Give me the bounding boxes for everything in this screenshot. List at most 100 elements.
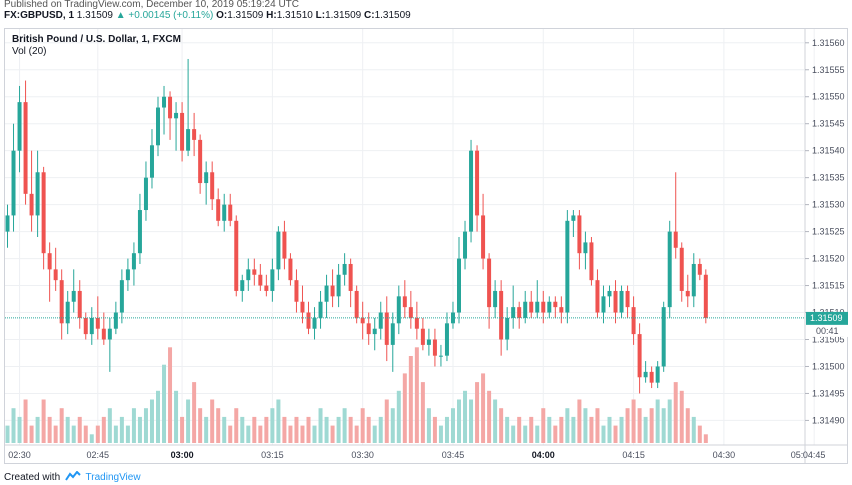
volume-bar [703, 434, 708, 443]
x-tick-label: 04:15 [622, 450, 645, 460]
candle-body [312, 317, 317, 329]
volume-bar [192, 382, 197, 443]
candle-body [41, 172, 46, 254]
volume-bar [559, 416, 564, 443]
y-tick-label: 1.31525 [812, 227, 845, 237]
volume-bar [583, 408, 588, 443]
candle-body [216, 199, 221, 221]
candle-body [691, 263, 696, 297]
candle-body [390, 323, 395, 345]
candle-body [529, 301, 534, 313]
time-axis: 02:30 02:45 03:00 03:15 03:30 03:45 04:00 04:15… [8, 450, 825, 460]
candle-body [505, 317, 510, 340]
volume-bar [438, 425, 443, 443]
volume-bar [553, 425, 558, 443]
volume-bar [420, 382, 425, 443]
volume-bar [168, 347, 173, 443]
candle-body [168, 96, 173, 119]
volume-bar [390, 408, 395, 443]
volume-bar [5, 425, 10, 443]
volume-bar [300, 425, 305, 443]
candle-body [276, 231, 281, 270]
close-label: C: [364, 10, 375, 21]
volume-indicator-label[interactable]: Vol (20) [12, 46, 47, 57]
candle-body [673, 231, 678, 248]
volume-bar [408, 356, 413, 443]
volume-bar [607, 416, 612, 443]
volume-bar [342, 408, 347, 443]
candle-body [493, 290, 498, 308]
candle-body [697, 263, 702, 275]
candle-body [137, 210, 142, 254]
volume-bar [77, 416, 82, 443]
candle-body [661, 307, 666, 367]
y-tick-label: 1.31540 [812, 146, 845, 156]
candle-body [384, 312, 389, 345]
y-tick-label: 1.31505 [812, 335, 845, 345]
volume-bar [547, 416, 552, 443]
candle-body [204, 172, 209, 184]
candle-body [619, 290, 624, 313]
volume-bar [210, 399, 215, 443]
volume-bar [336, 416, 341, 443]
candle-body [487, 258, 492, 308]
volume-bar [294, 416, 299, 443]
y-tick-label: 1.31515 [812, 281, 845, 291]
volume-bar [649, 408, 654, 443]
volume-bar [444, 416, 449, 443]
published-info: Published on TradingView.com, December 1… [4, 0, 299, 10]
candlesticks [5, 58, 708, 394]
volume-bar [685, 408, 690, 443]
y-tick-label: 1.31560 [812, 38, 845, 48]
close-value: 1.31509 [374, 10, 411, 21]
volume-bar [252, 416, 257, 443]
x-tick-label: 05: [791, 450, 804, 460]
symbol-label[interactable]: FX:GBPUSD, 1 [4, 10, 75, 21]
volume-bar [228, 425, 233, 443]
volume-bar [71, 425, 76, 443]
tradingview-brand[interactable]: TradingView [85, 472, 141, 483]
candle-body [228, 204, 233, 221]
x-tick-label: 03:30 [351, 450, 374, 460]
y-tick-label: 1.31555 [812, 65, 845, 75]
candle-body [300, 301, 305, 313]
candle-body [649, 371, 654, 383]
volume-bar [222, 416, 227, 443]
open-value: 1.31509 [227, 10, 264, 21]
y-tick-label: 1.31520 [812, 254, 845, 264]
candle-body [29, 193, 34, 216]
volume-bar [360, 408, 365, 443]
candle-body [149, 145, 154, 178]
volume-bar [469, 399, 474, 443]
volume-bar [673, 382, 678, 443]
volume-bar [475, 382, 480, 443]
volume-bar [487, 390, 492, 443]
volume-bar [186, 399, 191, 443]
high-value: 1.31510 [276, 10, 313, 21]
candle-body [192, 129, 197, 140]
volume-bar [523, 425, 528, 443]
low-label: L: [315, 10, 326, 21]
volume-bar [137, 416, 142, 443]
candle-body [59, 280, 64, 324]
candle-body [553, 301, 558, 308]
volume-bar [414, 347, 419, 443]
y-tick-label: 1.31545 [812, 119, 845, 129]
candle-body [336, 274, 341, 297]
candle-body [679, 247, 684, 291]
candle-body [511, 307, 516, 318]
volume-bar [180, 416, 185, 443]
volume-bar [89, 434, 94, 443]
chart-frame[interactable] [4, 28, 848, 464]
candle-body [703, 274, 708, 318]
chart-legend-title[interactable]: British Pound / U.S. Dollar, 1, FXCM [12, 34, 181, 45]
candle-body [270, 269, 275, 291]
volume-bar [131, 408, 136, 443]
candle-body [547, 301, 552, 313]
x-tick-label: 04:30 [713, 450, 736, 460]
volume-bar [396, 390, 401, 443]
candle-body [499, 290, 504, 340]
candle-body [685, 290, 690, 297]
volume-bar [511, 425, 516, 443]
